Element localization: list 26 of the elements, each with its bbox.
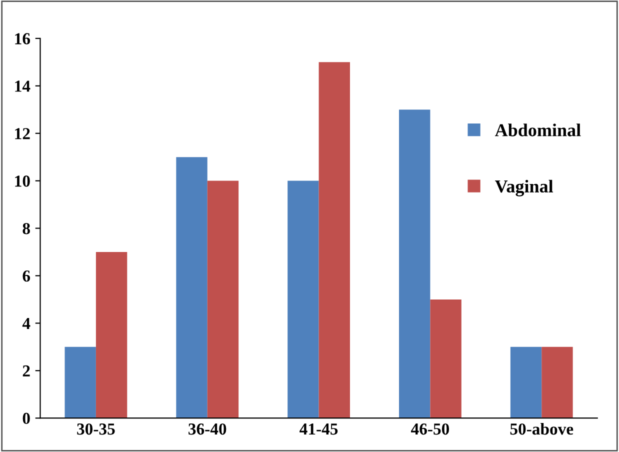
- bar: [96, 252, 128, 418]
- y-tick-label: 6: [22, 270, 30, 282]
- bar: [64, 346, 96, 418]
- bar: [207, 180, 239, 418]
- x-tick-label: 30-35: [77, 423, 115, 435]
- x-tick-label: 46-50: [410, 423, 450, 435]
- y-tick-label: 4: [22, 318, 30, 329]
- x-tick-label: 50-above: [510, 422, 574, 435]
- bar: [542, 346, 573, 418]
- y-tick-label: 14: [15, 80, 30, 92]
- y-tick-label: 16: [15, 33, 30, 44]
- legend-label: Abdominal: [494, 124, 581, 136]
- y-tick-label: 12: [15, 128, 30, 140]
- y-tick-label: 10: [15, 176, 30, 187]
- x-tick-label: 36-40: [188, 423, 226, 435]
- bar: [510, 346, 542, 418]
- bar: [288, 180, 319, 418]
- bar: [399, 110, 430, 418]
- bar: [176, 157, 208, 418]
- x-tick-label: 41-45: [300, 424, 338, 435]
- y-tick-label: 2: [22, 365, 30, 376]
- bar: [318, 62, 350, 418]
- legend-label: Vaginal: [495, 180, 554, 196]
- y-tick-label: 8: [22, 222, 30, 234]
- bar: [430, 299, 462, 418]
- y-tick-label: 0: [22, 412, 30, 424]
